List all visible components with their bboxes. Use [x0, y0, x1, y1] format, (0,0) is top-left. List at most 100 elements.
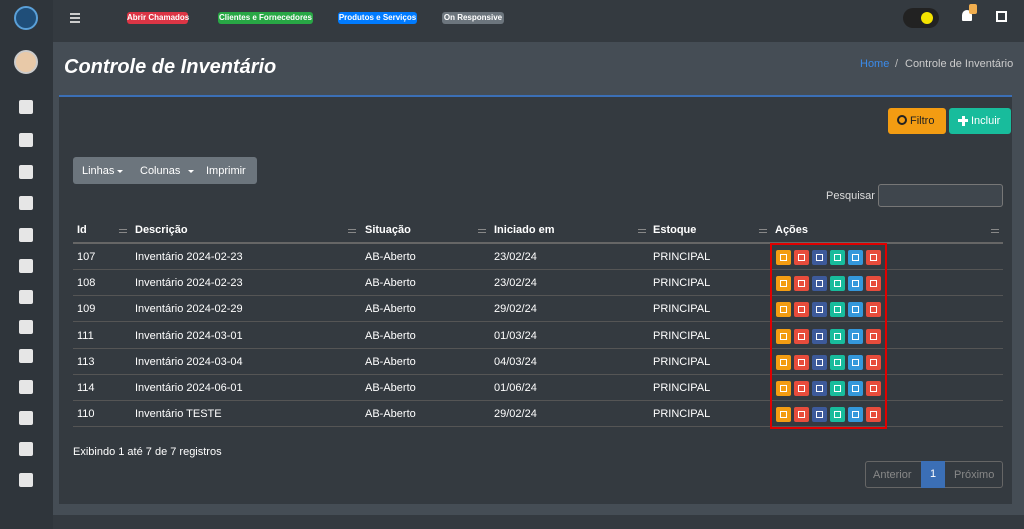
table-cell: PRINCIPAL: [653, 382, 711, 394]
menu-toggle[interactable]: [70, 13, 80, 15]
action-button[interactable]: [848, 354, 863, 370]
action-button[interactable]: [776, 354, 791, 370]
action-button[interactable]: [794, 250, 809, 265]
theme-toggle[interactable]: [903, 8, 939, 28]
sidebar-icon[interactable]: [19, 380, 33, 394]
table-cell: Inventário 2024-02-23: [135, 251, 243, 263]
action-button[interactable]: [866, 354, 881, 370]
action-button[interactable]: [830, 354, 845, 370]
table-cell: 29/02/24: [494, 303, 537, 316]
action-button[interactable]: [848, 302, 863, 318]
table-cell: 111: [77, 329, 94, 342]
action-button[interactable]: [776, 381, 791, 396]
action-button[interactable]: [776, 250, 791, 265]
nav-badge[interactable]: On Responsive: [442, 12, 504, 24]
action-button[interactable]: [848, 328, 863, 344]
action-button[interactable]: [830, 407, 845, 423]
sidebar-icon[interactable]: [19, 442, 33, 456]
column-header[interactable]: Ações: [775, 224, 809, 236]
action-button[interactable]: [848, 250, 863, 265]
action-button[interactable]: [812, 407, 827, 423]
breadcrumb-separator: /: [895, 58, 899, 70]
action-icon: [870, 332, 877, 340]
table-cell: 107: [77, 251, 96, 263]
column-header[interactable]: Id: [77, 224, 87, 236]
nav-badge[interactable]: Abrir Chamados: [127, 12, 190, 24]
sidebar-icon[interactable]: [19, 133, 33, 147]
search-input[interactable]: [878, 184, 1003, 207]
action-button[interactable]: [794, 302, 809, 318]
action-button[interactable]: [830, 302, 845, 318]
logo[interactable]: [14, 6, 38, 30]
sidebar-icon[interactable]: [19, 165, 33, 179]
breadcrumb-link[interactable]: Home: [860, 58, 890, 70]
toolbar-menu[interactable]: Imprimir: [206, 165, 246, 177]
sidebar-icon[interactable]: [19, 228, 33, 242]
button-group: [73, 157, 257, 184]
action-button[interactable]: [848, 407, 863, 423]
action-button[interactable]: [866, 381, 881, 396]
table-cell: PRINCIPAL: [653, 355, 711, 368]
action-button[interactable]: [830, 381, 845, 396]
table-cell: PRINCIPAL: [653, 251, 711, 263]
nav-badge[interactable]: Clientes e Fornecedores: [218, 12, 313, 24]
table-cell: Inventário 2024-02-23: [135, 277, 243, 290]
action-button[interactable]: [794, 407, 809, 423]
page-current[interactable]: 1: [921, 461, 945, 488]
action-icon: [816, 385, 823, 392]
column-header[interactable]: Descrição: [135, 224, 188, 236]
action-button[interactable]: [776, 328, 791, 344]
nav-badge[interactable]: Produtos e Serviços: [338, 12, 417, 24]
table-cell: 114: [77, 382, 95, 394]
action-icon: [816, 254, 823, 261]
action-button[interactable]: [812, 328, 827, 344]
action-button[interactable]: [830, 250, 845, 265]
action-icon: [834, 332, 841, 340]
action-button[interactable]: [866, 302, 881, 318]
sidebar-icon[interactable]: [19, 411, 33, 425]
sidebar-icon[interactable]: [19, 320, 33, 334]
action-button[interactable]: [776, 407, 791, 423]
action-button[interactable]: [776, 276, 791, 292]
action-icon: [798, 411, 805, 419]
column-header[interactable]: Situação: [365, 224, 411, 236]
table-cell: 23/02/24: [494, 251, 537, 263]
action-button[interactable]: [866, 250, 881, 265]
action-button[interactable]: [830, 276, 845, 292]
sidebar-icon[interactable]: [19, 473, 33, 487]
action-button[interactable]: [812, 354, 827, 370]
avatar[interactable]: [14, 50, 38, 74]
toolbar-menu[interactable]: Colunas: [140, 165, 181, 177]
action-button[interactable]: [866, 328, 881, 344]
column-header[interactable]: Estoque: [653, 224, 697, 236]
sidebar-icon[interactable]: [19, 259, 33, 273]
action-button[interactable]: [794, 381, 809, 396]
action-button[interactable]: [848, 381, 863, 396]
action-button[interactable]: [812, 302, 827, 318]
sidebar-icon[interactable]: [19, 290, 33, 304]
sidebar-icon[interactable]: [19, 196, 33, 210]
action-button[interactable]: [812, 276, 827, 292]
notifications[interactable]: [962, 10, 972, 21]
sidebar-icon[interactable]: [19, 349, 33, 363]
page-next[interactable]: Próximo: [954, 469, 995, 481]
page-prev[interactable]: Anterior: [873, 469, 912, 481]
fullscreen[interactable]: [996, 11, 1007, 22]
action-button[interactable]: [794, 354, 809, 370]
sort-icon: [991, 229, 999, 233]
action-button[interactable]: [794, 328, 809, 344]
sidebar-icon[interactable]: [19, 100, 33, 114]
action-button[interactable]: [776, 302, 791, 318]
table-cell: Inventário 2024-03-01: [135, 329, 243, 342]
action-button[interactable]: [830, 328, 845, 344]
action-button[interactable]: [812, 381, 827, 396]
column-header[interactable]: Iniciado em: [494, 224, 555, 236]
table-cell: PRINCIPAL: [653, 329, 711, 342]
action-button[interactable]: [848, 276, 863, 292]
toolbar-menu[interactable]: Linhas: [82, 165, 115, 177]
action-button[interactable]: [812, 250, 827, 265]
sort-icon: [119, 229, 127, 233]
action-button[interactable]: [866, 276, 881, 292]
action-button[interactable]: [794, 276, 809, 292]
action-button[interactable]: [866, 407, 881, 423]
